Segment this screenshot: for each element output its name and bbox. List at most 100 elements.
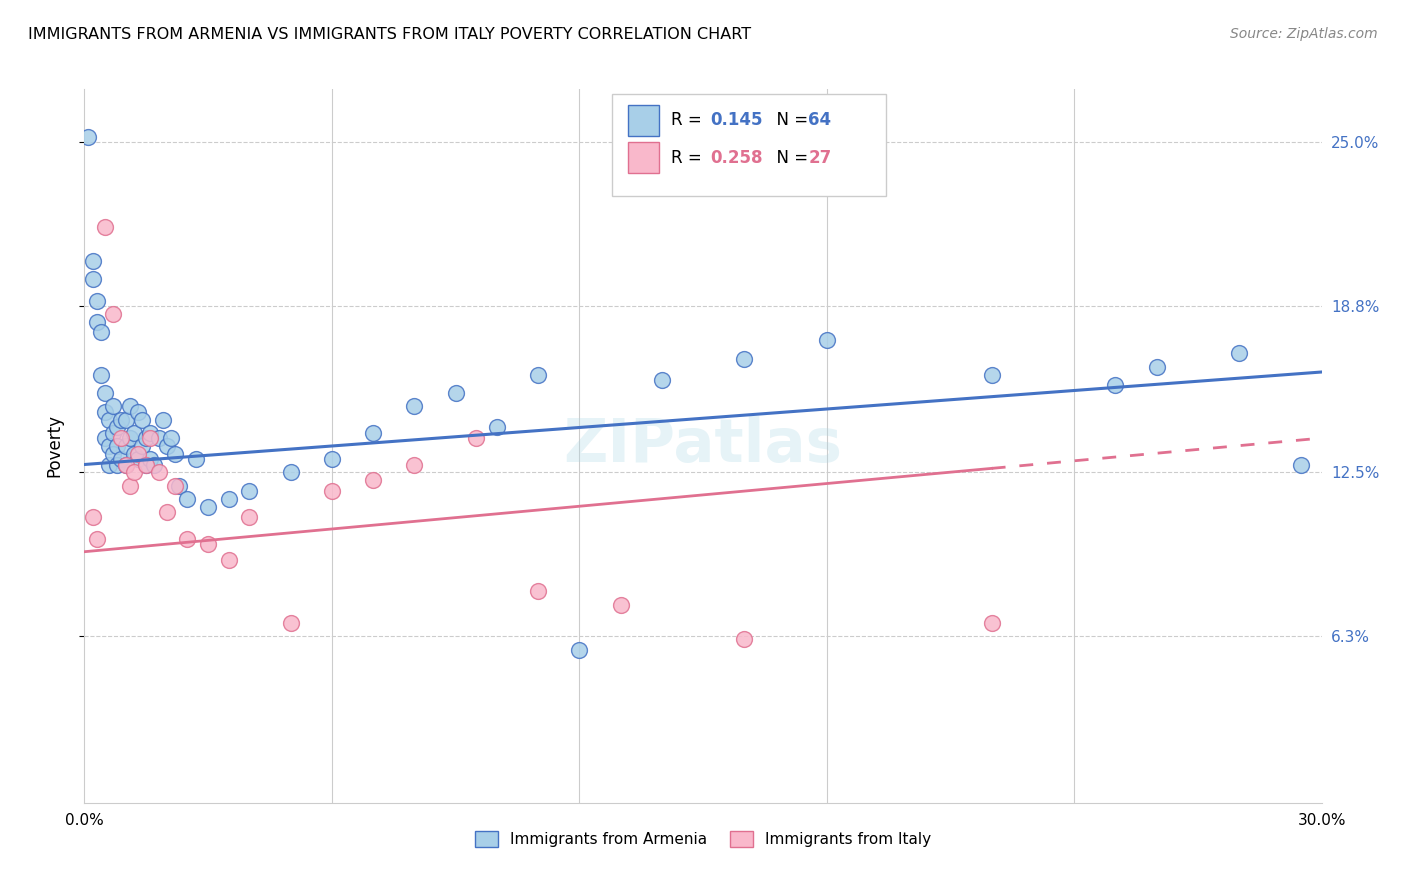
Point <box>105 458 128 472</box>
Text: N =: N = <box>766 149 814 167</box>
Legend: Immigrants from Armenia, Immigrants from Italy: Immigrants from Armenia, Immigrants from… <box>463 819 943 859</box>
Point <box>110 431 132 445</box>
Point <box>135 431 157 445</box>
Point <box>361 474 384 488</box>
Text: R =: R = <box>671 149 707 167</box>
Point <box>98 412 121 426</box>
Point <box>114 439 136 453</box>
Point <box>527 584 550 599</box>
Text: ZIPatlas: ZIPatlas <box>564 417 842 475</box>
Point <box>94 404 117 418</box>
Point <box>82 272 104 286</box>
Point <box>103 425 125 440</box>
Point <box>127 404 149 418</box>
Text: 0.145: 0.145 <box>710 112 762 129</box>
Point <box>98 458 121 472</box>
Point <box>122 447 145 461</box>
Point <box>218 491 240 506</box>
Point <box>197 537 219 551</box>
Point <box>280 616 302 631</box>
Point <box>127 452 149 467</box>
Point <box>176 532 198 546</box>
Point <box>94 219 117 234</box>
Point <box>1104 378 1126 392</box>
Point <box>114 412 136 426</box>
Point <box>82 254 104 268</box>
Point <box>321 452 343 467</box>
Point <box>131 439 153 453</box>
Point <box>105 420 128 434</box>
Point <box>156 439 179 453</box>
Point <box>148 431 170 445</box>
Point <box>139 431 162 445</box>
Point <box>82 510 104 524</box>
Point <box>165 478 187 492</box>
Point <box>105 439 128 453</box>
Point <box>321 483 343 498</box>
Point <box>280 466 302 480</box>
Point <box>465 431 488 445</box>
Point <box>1227 346 1250 360</box>
Point <box>143 458 166 472</box>
Y-axis label: Poverty: Poverty <box>45 415 63 477</box>
Text: 0.258: 0.258 <box>710 149 762 167</box>
Point <box>651 373 673 387</box>
Point <box>131 412 153 426</box>
Point <box>90 326 112 340</box>
Text: N =: N = <box>766 112 814 129</box>
Point <box>361 425 384 440</box>
Point <box>110 412 132 426</box>
Point <box>114 458 136 472</box>
Point <box>815 333 838 347</box>
Point <box>733 351 755 366</box>
Point <box>135 458 157 472</box>
Text: IMMIGRANTS FROM ARMENIA VS IMMIGRANTS FROM ITALY POVERTY CORRELATION CHART: IMMIGRANTS FROM ARMENIA VS IMMIGRANTS FR… <box>28 27 751 42</box>
Point <box>444 386 467 401</box>
Point <box>1146 359 1168 374</box>
Point <box>103 307 125 321</box>
Point <box>165 447 187 461</box>
Point <box>86 532 108 546</box>
Point <box>184 452 207 467</box>
Point <box>139 452 162 467</box>
Point <box>485 420 508 434</box>
Point <box>122 466 145 480</box>
Point <box>114 458 136 472</box>
Point <box>152 412 174 426</box>
Point <box>118 431 141 445</box>
Text: Source: ZipAtlas.com: Source: ZipAtlas.com <box>1230 27 1378 41</box>
Point <box>404 458 426 472</box>
Point <box>86 315 108 329</box>
Point <box>733 632 755 646</box>
Point <box>103 400 125 414</box>
Point <box>527 368 550 382</box>
Point <box>980 368 1002 382</box>
Point <box>118 478 141 492</box>
Point <box>118 400 141 414</box>
Point <box>98 439 121 453</box>
Point <box>980 616 1002 631</box>
Point <box>218 552 240 566</box>
Point <box>94 431 117 445</box>
Text: 64: 64 <box>808 112 831 129</box>
Point <box>139 425 162 440</box>
Text: 27: 27 <box>808 149 832 167</box>
Text: R =: R = <box>671 112 707 129</box>
Point <box>167 478 190 492</box>
Point <box>122 425 145 440</box>
Point <box>110 452 132 467</box>
Point <box>90 368 112 382</box>
Point <box>238 510 260 524</box>
Point <box>77 129 100 144</box>
Point <box>86 293 108 308</box>
Point <box>135 458 157 472</box>
Point <box>1289 458 1312 472</box>
Point <box>238 483 260 498</box>
Point <box>404 400 426 414</box>
Point <box>127 447 149 461</box>
Point <box>160 431 183 445</box>
Point <box>94 386 117 401</box>
Point <box>156 505 179 519</box>
Point <box>568 642 591 657</box>
Point <box>103 447 125 461</box>
